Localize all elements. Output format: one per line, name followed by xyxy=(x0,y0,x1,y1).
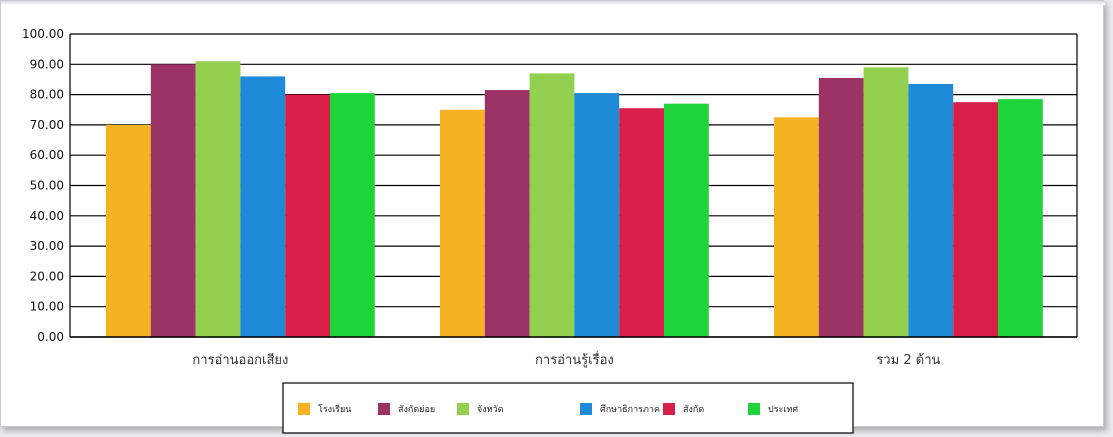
bar xyxy=(908,83,954,338)
bar xyxy=(863,67,909,337)
y-axis-tick-labels: 0.00 10.00 20.00 30.00 40.00 50.00 60.00 70.00 8… xyxy=(22,27,64,344)
bar xyxy=(529,73,575,337)
y-tick-label: 80.00 xyxy=(30,88,64,102)
y-tick-label: 10.00 xyxy=(30,300,64,314)
y-tick-label: 100.00 xyxy=(22,27,64,41)
y-tick-label: 90.00 xyxy=(30,57,64,71)
bar xyxy=(330,93,375,338)
legend-swatch xyxy=(378,403,390,415)
legend-swatch xyxy=(298,403,310,415)
bar xyxy=(818,77,864,337)
legend: โรงเรียน สังกัดย่อย จังหวัด ศึกษาธิการภาค สั… xyxy=(282,382,854,434)
bar xyxy=(195,61,241,338)
legend-label: สังกัด xyxy=(683,405,704,415)
legend-label: จังหวัด xyxy=(477,405,504,415)
bar xyxy=(440,109,485,337)
y-tick-label: 40.00 xyxy=(30,209,64,223)
legend-swatch xyxy=(457,403,469,415)
legend-label: ประเทศ xyxy=(768,405,798,415)
x-category-label: การอ่านออกเสียง xyxy=(192,352,288,368)
y-tick-label: 60.00 xyxy=(30,148,64,162)
legend-swatch xyxy=(663,403,675,415)
legend-swatch xyxy=(580,403,592,415)
bar xyxy=(574,93,620,338)
legend-label: โรงเรียน xyxy=(318,404,351,415)
x-category-label: รวม 2 ด้าน xyxy=(876,353,940,368)
axes xyxy=(69,34,1078,338)
y-tick-label: 70.00 xyxy=(30,118,64,132)
legend-label: ศึกษาธิการภาค xyxy=(600,404,660,415)
legend-swatch xyxy=(748,403,760,415)
frame-top-shadow xyxy=(1,1,1105,5)
y-tick-label: 50.00 xyxy=(30,179,64,193)
y-tick-label: 0.00 xyxy=(37,330,64,344)
y-tick-label: 20.00 xyxy=(30,269,64,283)
bars xyxy=(106,61,1043,338)
bar xyxy=(774,117,819,337)
bar xyxy=(484,90,530,338)
bar xyxy=(619,108,664,337)
legend-label: สังกัดย่อย xyxy=(398,405,435,415)
bar xyxy=(240,76,286,338)
bar xyxy=(150,64,196,338)
y-tick-label: 30.00 xyxy=(30,239,64,253)
bar xyxy=(953,102,998,337)
bar xyxy=(998,99,1043,338)
bar xyxy=(664,103,709,337)
bar xyxy=(106,124,151,338)
x-axis-category-labels: การอ่านออกเสียง การอ่านรู้เรื่อง รวม 2 ด้า… xyxy=(192,351,940,368)
bar xyxy=(285,94,330,337)
x-category-label: การอ่านรู้เรื่อง xyxy=(535,351,614,368)
